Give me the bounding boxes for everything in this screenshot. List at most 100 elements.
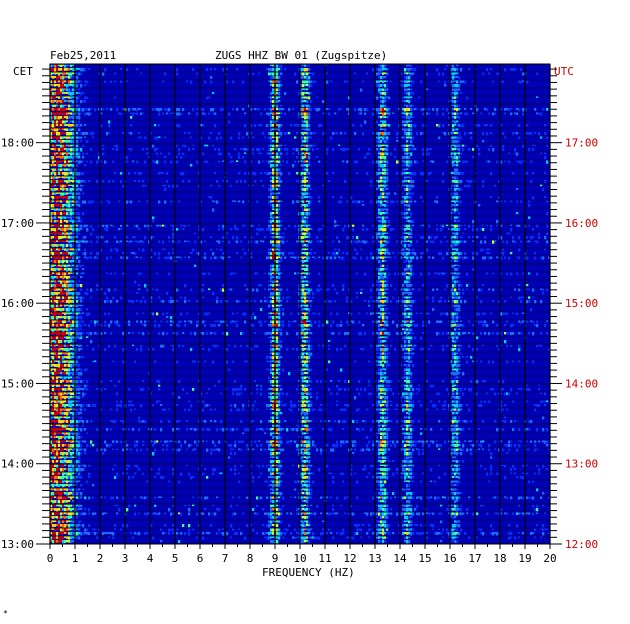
heat-cell xyxy=(382,348,385,352)
heat-cell xyxy=(408,304,411,306)
heat-cell xyxy=(56,268,59,271)
heat-cell xyxy=(310,344,313,348)
heat-cell xyxy=(406,128,409,131)
heat-cell xyxy=(410,176,413,180)
heat-cell xyxy=(122,132,125,134)
heat-cell xyxy=(54,252,57,255)
heat-cell xyxy=(408,100,411,104)
heat-cell xyxy=(64,248,67,251)
heat-cell xyxy=(414,160,417,164)
heat-cell xyxy=(402,224,405,226)
heat-cell xyxy=(302,312,305,315)
heat-cell xyxy=(302,192,305,196)
heat-cell xyxy=(54,360,57,362)
heat-cell xyxy=(456,72,459,75)
heat-cell xyxy=(386,344,389,348)
heat-cell xyxy=(76,204,79,207)
heat-cell xyxy=(256,108,259,111)
heat-cell xyxy=(308,252,311,255)
heat-cell xyxy=(382,196,385,199)
heat-cell xyxy=(62,264,65,267)
heat-cell xyxy=(386,172,389,175)
heat-cell xyxy=(272,92,275,95)
heat-cell xyxy=(62,304,65,307)
heat-cell xyxy=(262,148,265,151)
heat-cell xyxy=(56,64,59,67)
heat-cell xyxy=(158,240,161,243)
heat-cell xyxy=(302,160,305,163)
heat-cell xyxy=(62,176,65,179)
heat-cell xyxy=(132,160,135,163)
heat-cell xyxy=(80,224,83,228)
heat-cell xyxy=(546,232,549,236)
heat-cell xyxy=(460,224,463,227)
heat-cell xyxy=(132,236,135,239)
heat-cell xyxy=(458,252,461,256)
heat-cell xyxy=(66,212,69,216)
heat-cell xyxy=(78,280,81,283)
heat-cell xyxy=(496,72,499,75)
heat-cell xyxy=(386,152,389,156)
heat-cell xyxy=(348,224,351,228)
heat-cell xyxy=(244,312,247,316)
heat-cell xyxy=(450,260,453,263)
heat-cell xyxy=(78,228,81,232)
heat-cell xyxy=(252,148,255,152)
heat-cell xyxy=(404,324,407,327)
heat-cell xyxy=(306,192,309,195)
heat-cell xyxy=(406,64,409,67)
heat-cell xyxy=(266,360,269,363)
heat-cell xyxy=(398,320,401,323)
heat-cell xyxy=(70,228,73,231)
heat-cell xyxy=(406,148,409,152)
heat-cell xyxy=(268,288,271,291)
heat-cell xyxy=(270,320,273,324)
heat-cell xyxy=(60,240,63,242)
heat-cell xyxy=(450,320,453,324)
heat-cell xyxy=(178,152,181,155)
heat-cell xyxy=(62,260,65,264)
heat-cell xyxy=(58,268,61,271)
heat-cell xyxy=(384,228,387,232)
heat-cell xyxy=(456,356,459,360)
heat-cell xyxy=(242,248,245,250)
heat-cell xyxy=(506,332,509,335)
heat-cell xyxy=(306,148,309,152)
heat-cell xyxy=(404,244,407,248)
heat-cell xyxy=(382,192,385,196)
heat-cell xyxy=(276,92,279,95)
heat-cell xyxy=(300,292,303,296)
heat-cell xyxy=(472,288,475,291)
heat-cell xyxy=(308,156,311,160)
heat-cell xyxy=(242,156,245,159)
heat-cell xyxy=(332,320,335,324)
heat-cell xyxy=(410,104,413,107)
heat-cell xyxy=(242,148,245,151)
heat-cell xyxy=(378,296,381,299)
heat-cell xyxy=(402,272,405,276)
heat-cell xyxy=(290,252,293,255)
heat-cell xyxy=(380,224,383,228)
heat-cell xyxy=(488,248,491,251)
heat-cell xyxy=(444,68,447,71)
heat-cell xyxy=(406,244,409,246)
heat-cell xyxy=(496,220,499,224)
heat-cell xyxy=(358,148,361,151)
heat-cell xyxy=(52,268,55,272)
heat-cell xyxy=(410,188,413,191)
heat-cell xyxy=(298,324,301,326)
heat-cell xyxy=(272,296,275,300)
heat-cell xyxy=(306,196,309,199)
heat-cell xyxy=(98,224,101,227)
heat-cell xyxy=(276,228,279,232)
heat-cell xyxy=(400,304,403,306)
heat-cell xyxy=(528,296,531,299)
heat-cell xyxy=(214,324,217,327)
heat-cell xyxy=(384,360,387,364)
heat-cell xyxy=(60,144,63,148)
heat-cell xyxy=(380,180,383,183)
heat-cell xyxy=(68,80,71,84)
heat-cell xyxy=(292,252,295,255)
heat-cell xyxy=(70,80,73,84)
heat-cell xyxy=(152,220,155,223)
